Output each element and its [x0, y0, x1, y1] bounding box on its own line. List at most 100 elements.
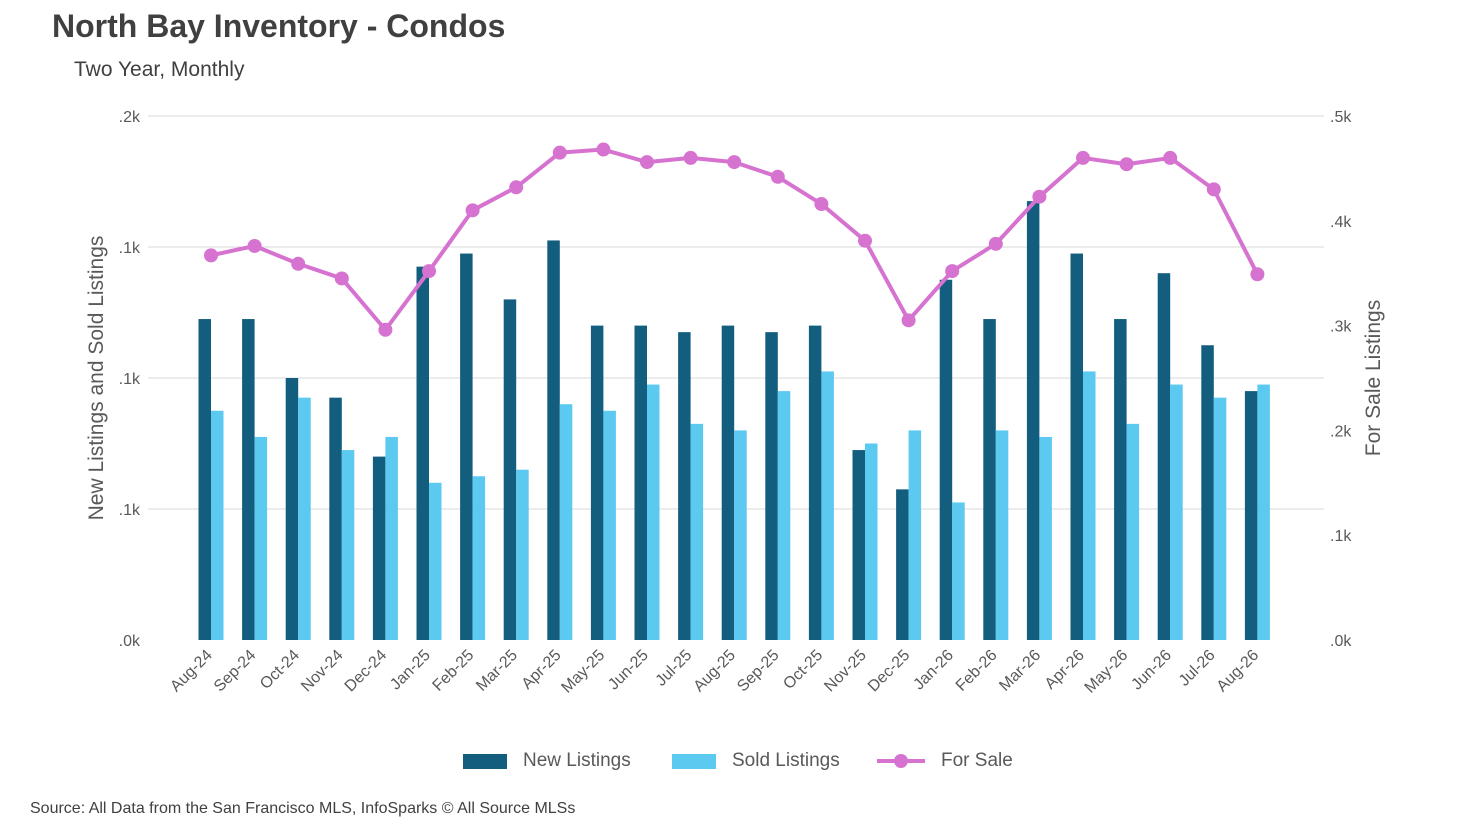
left-tick-label: .1k [119, 502, 141, 519]
point-for-sale [1032, 189, 1047, 204]
x-tick-label: Jan-25 [387, 647, 434, 694]
x-tick-label: Mar-26 [996, 647, 1044, 695]
x-tick-label: Jun-26 [1128, 647, 1175, 694]
x-tick-label: Dec-24 [342, 647, 391, 696]
legend-marker-for-sale [877, 748, 925, 774]
left-tick-label: .1k [119, 240, 141, 257]
x-tick-label: Apr-26 [1042, 647, 1088, 693]
left-axis-title: New Listings and Sold Listings [85, 236, 108, 521]
bar-new-listings [285, 378, 299, 640]
right-tick-label: .5k [1330, 109, 1352, 126]
right-tick-label: .3k [1330, 319, 1352, 336]
x-tick-label: Nov-24 [298, 647, 347, 696]
bar-new-listings [678, 332, 691, 640]
point-for-sale [814, 197, 829, 212]
x-tick-label: Feb-25 [430, 647, 478, 695]
bar-sold-listings [1083, 371, 1096, 640]
point-for-sale [596, 142, 611, 157]
x-tick-label: Sep-24 [211, 647, 260, 696]
bar-sold-listings [1170, 384, 1183, 640]
x-tick-label: Aug-25 [691, 647, 740, 696]
point-for-sale [1119, 157, 1134, 172]
x-tick-label: Jan-26 [910, 647, 957, 694]
legend-label-new-listings: New Listings [523, 750, 631, 771]
x-tick-label: Oct-24 [257, 647, 303, 693]
legend-label-for-sale: For Sale [941, 750, 1013, 771]
bar-new-listings [1070, 253, 1083, 641]
legend-item-sold-listings: Sold Listings [672, 748, 840, 774]
point-for-sale [858, 233, 872, 248]
right-tick-label: .1k [1330, 528, 1352, 545]
legend-item-for-sale: For Sale [877, 748, 1013, 774]
bar-new-listings [1201, 345, 1214, 640]
bar-new-listings [721, 325, 735, 640]
bar-sold-listings [777, 391, 791, 640]
x-tick-label: Nov-25 [821, 647, 870, 696]
bar-new-listings [503, 299, 517, 640]
chart-title: North Bay Inventory - Condos [52, 8, 506, 44]
bar-sold-listings [1126, 423, 1140, 640]
bar-new-listings [1026, 201, 1040, 640]
x-tick-label: Jun-25 [605, 647, 652, 694]
point-for-sale [1076, 150, 1090, 165]
x-tick-label: Feb-26 [953, 647, 1001, 695]
x-tick-label: Oct-25 [780, 647, 826, 693]
bar-new-listings [808, 325, 822, 640]
bar-new-listings [1244, 391, 1258, 640]
bar-new-listings [1114, 319, 1127, 640]
bar-new-listings [242, 319, 255, 640]
line-for-sale [210, 147, 1260, 332]
point-for-sale [640, 155, 654, 170]
legend-swatch-new-listings [463, 753, 507, 769]
point-for-sale [901, 313, 916, 328]
legend-label-sold-listings: Sold Listings [732, 750, 840, 771]
bar-sold-listings [298, 397, 311, 640]
bar-new-listings [852, 450, 865, 640]
point-for-sale [727, 155, 742, 170]
bar-new-listings [460, 253, 473, 641]
bar-new-listings [1157, 273, 1171, 640]
bar-sold-listings [254, 436, 268, 640]
right-tick-label: .2k [1330, 423, 1352, 440]
bar-new-listings [896, 489, 909, 640]
point-for-sale [378, 322, 393, 337]
point-for-sale [291, 256, 306, 271]
point-for-sale [945, 264, 960, 279]
chart-legend: New Listings Sold Listings For Sale [0, 748, 1470, 774]
bar-new-listings [939, 279, 953, 640]
chart-plot: .0k.1k.1k.1k.2k.0k.1k.2k.3k.4k.5kAug-24S… [85, 109, 1385, 697]
bar-sold-listings [690, 423, 704, 640]
right-tick-label: .4k [1330, 214, 1352, 231]
bar-sold-listings [1039, 436, 1052, 640]
left-tick-label: .1k [119, 371, 141, 388]
bar-new-listings [590, 325, 604, 640]
point-for-sale [552, 145, 567, 160]
bar-sold-listings [908, 430, 922, 640]
bar-sold-listings [429, 482, 442, 640]
x-tick-label: Sep-25 [734, 647, 783, 696]
point-for-sale [422, 264, 436, 279]
point-for-sale [509, 180, 524, 195]
point-for-sale [247, 238, 262, 253]
bar-sold-listings [1257, 384, 1270, 640]
bar-sold-listings [1213, 397, 1227, 640]
bar-sold-listings [995, 430, 1009, 640]
x-tick-label: Aug-24 [167, 647, 216, 696]
right-axis-title: For Sale Listings [1362, 300, 1385, 456]
x-tick-label: May-26 [1082, 647, 1132, 697]
bar-new-listings [198, 319, 211, 640]
x-tick-label: Mar-25 [473, 647, 521, 695]
point-for-sale [988, 236, 1003, 251]
bar-sold-listings [647, 384, 660, 640]
point-for-sale [1163, 150, 1178, 165]
source-note: Source: All Data from the San Francisco … [30, 800, 576, 817]
point-for-sale [204, 248, 218, 263]
x-tick-label: May-25 [558, 647, 608, 697]
bar-new-listings [983, 319, 996, 640]
bar-sold-listings [821, 371, 834, 640]
left-tick-label: .2k [119, 109, 141, 126]
x-tick-label: Apr-25 [519, 647, 565, 693]
x-tick-label: Dec-25 [865, 647, 914, 696]
bar-sold-listings [385, 436, 398, 640]
point-for-sale [334, 271, 349, 286]
